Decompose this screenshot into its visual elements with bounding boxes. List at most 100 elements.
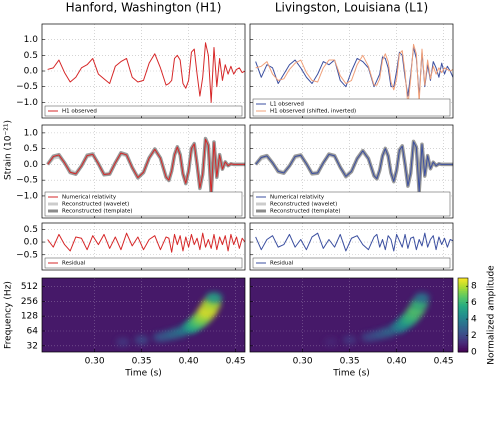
colorbar-segment <box>458 298 468 301</box>
colorbar-segment <box>458 322 468 325</box>
plot-area <box>47 42 245 103</box>
panel <box>41 277 246 353</box>
colorbar-segment <box>458 285 468 288</box>
colorbar-segment <box>458 309 468 312</box>
legend-label: Residual <box>270 261 294 267</box>
plot-area <box>254 139 453 194</box>
x-tick-label: 0.45 <box>434 357 454 367</box>
plot-area <box>255 43 453 106</box>
series-line <box>47 42 245 103</box>
x-axis-label: Time (s) <box>124 369 162 379</box>
column-title: Hanford, Washington (H1) <box>66 1 222 15</box>
panel-frame <box>249 277 454 353</box>
colorbar-segment <box>458 320 468 323</box>
colorbar-segment <box>458 324 468 327</box>
y-tick-label: 0.5 <box>24 51 38 61</box>
colorbar-segment <box>458 350 468 353</box>
colorbar-segment <box>458 279 468 283</box>
colorbar-label: Normalized amplitude <box>487 265 497 365</box>
colorbar-tick-label: 0 <box>471 348 477 358</box>
y-tick-label: 0.0 <box>24 67 39 77</box>
legend-label: Reconstructed (template) <box>270 209 341 215</box>
colorbar-tick-label: 6 <box>471 298 477 308</box>
colorbar-segment <box>458 335 468 338</box>
legend-label: Reconstructed (wavelet) <box>270 202 337 208</box>
colorbar-segment <box>458 339 468 342</box>
colorbar-segment <box>458 292 468 296</box>
y-tick-label: 64 <box>27 326 39 336</box>
colorbar-segment <box>458 300 468 303</box>
legend-box <box>44 257 243 269</box>
colorbar-segment <box>458 290 468 294</box>
x-tick-label: 0.30 <box>293 357 313 367</box>
legend-box <box>252 257 451 269</box>
series-line <box>47 232 245 253</box>
panel-frame <box>41 222 246 271</box>
plot-area <box>324 292 430 347</box>
y-tick-label: 1.0 <box>24 35 39 45</box>
legend-label: L1 observed <box>270 102 304 108</box>
y-tick-label: 32 <box>27 341 38 351</box>
reconstruction-band <box>46 136 245 197</box>
panel-frame <box>41 23 246 119</box>
colorbar-segment <box>458 346 468 349</box>
colorbar-segment <box>458 296 468 299</box>
reconstruction-band <box>254 139 453 194</box>
chirp-power <box>324 337 338 347</box>
y-tick-label: −0.5 <box>16 82 38 92</box>
colorbar-segment <box>458 281 468 285</box>
y-tick-label: 0.0 <box>24 238 39 248</box>
colorbar-segment <box>458 289 468 292</box>
panel-frame <box>41 124 246 219</box>
colorbar-segment <box>458 342 468 346</box>
series-line <box>47 138 245 195</box>
colorbar-segment <box>458 340 468 344</box>
plot-area <box>47 232 245 253</box>
panel-frame <box>41 277 246 353</box>
colorbar-segment <box>458 318 468 322</box>
legend-box <box>44 105 243 117</box>
legend-label: Reconstructed (wavelet) <box>62 202 129 208</box>
plot-area <box>255 232 453 252</box>
y-tick-label: −1.0 <box>16 191 38 201</box>
x-tick-label: 0.40 <box>387 357 407 367</box>
x-tick-label: 0.30 <box>85 357 105 367</box>
y-tick-label: 512 <box>21 282 38 292</box>
legend-box <box>252 191 451 217</box>
x-tick-label: 0.35 <box>340 357 360 367</box>
colorbar-segment <box>458 283 468 286</box>
chirp-power <box>342 335 357 345</box>
panel-frame <box>249 124 454 219</box>
colorbar-segment <box>458 327 468 331</box>
legend-box <box>252 98 451 117</box>
colorbar-segment <box>458 316 468 320</box>
series-line <box>255 43 453 106</box>
y-tick-label: 0.5 <box>24 225 38 235</box>
colorbar-segment <box>458 311 468 314</box>
x-tick-label: 0.40 <box>179 357 199 367</box>
colorbar-segment <box>458 329 468 333</box>
y-tick-label: 128 <box>21 312 38 322</box>
chirp-power <box>414 292 430 304</box>
colorbar-frame <box>457 277 469 353</box>
legend-label: Numerical relativity <box>62 195 117 201</box>
y-tick-label: −0.5 <box>16 250 38 260</box>
colorbar-segment <box>458 294 468 297</box>
colorbar-segment <box>458 344 468 347</box>
colorbar-segment <box>458 307 468 310</box>
x-tick-label: 0.45 <box>226 357 246 367</box>
y-axis-label: Frequency (Hz) <box>4 281 14 349</box>
colorbar-segment <box>458 333 468 336</box>
colorbar-segment <box>458 278 468 281</box>
legend-label: Residual <box>62 261 86 267</box>
y-tick-label: 0.5 <box>24 144 38 154</box>
legend-box <box>44 191 243 217</box>
column-title: Livingston, Louisiana (L1) <box>275 1 428 15</box>
colorbar-tick-label: 2 <box>471 331 477 341</box>
colorbar-segment <box>458 331 468 334</box>
plot-area <box>116 292 223 347</box>
x-axis-label: Time (s) <box>332 369 370 379</box>
